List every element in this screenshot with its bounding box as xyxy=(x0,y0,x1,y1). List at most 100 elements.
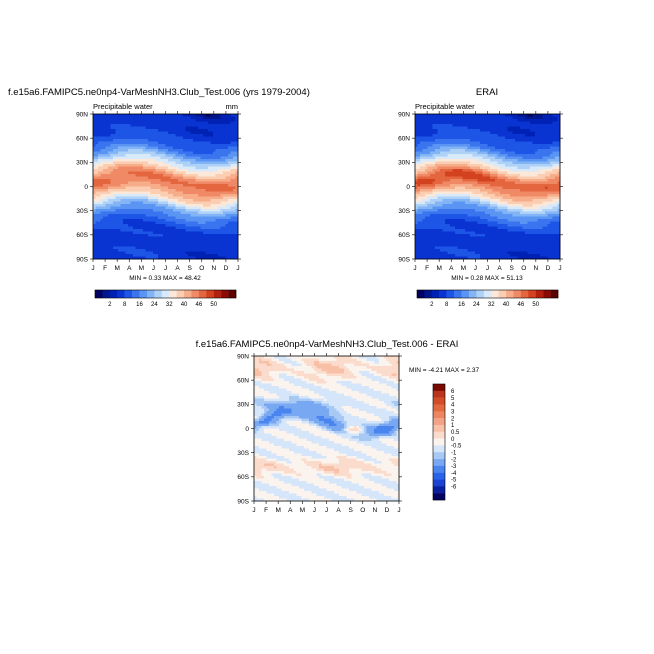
panel-model-colorbar: 2 8 16 24 32 40 46 50 xyxy=(94,289,237,308)
panel-difference-x-tick-label: F xyxy=(264,507,268,514)
panel-model-colorbar-swatch xyxy=(198,290,207,298)
panel-erai-colorbar-swatch xyxy=(520,290,529,298)
panel-erai-colorbar-swatch xyxy=(528,290,536,298)
panel-model-colorbar-label: 24 xyxy=(151,302,158,308)
panel-erai-y-tick-label: 60N xyxy=(398,135,410,142)
panel-erai-colorbar-label: 40 xyxy=(503,302,510,308)
panel-difference-colorbar-swatch xyxy=(433,418,445,426)
panel-model-x-tick-label: J xyxy=(91,265,94,272)
panel-erai-colorbar-swatch xyxy=(506,290,514,298)
panel-erai-colorbar-swatch xyxy=(431,290,440,298)
panel-model-colorbar-swatch xyxy=(176,290,185,298)
panel-model-x-tick-label: J xyxy=(152,265,155,272)
panel-difference-colorbar-label: 6 xyxy=(451,389,455,395)
panel-difference-colorbar-swatch xyxy=(433,445,445,453)
panel-difference-y-tick-label: 60S xyxy=(237,474,249,481)
panel-difference-y-tick-label: 0 xyxy=(245,426,249,433)
panel-model-x-tick-label: M xyxy=(139,265,144,272)
panel-difference-colorbar-label: 0 xyxy=(451,437,455,443)
panel-difference-colorbar-label: 4 xyxy=(451,403,455,409)
panel-model-colorbar-swatch xyxy=(191,290,200,298)
panel-difference-colorbar-swatch xyxy=(433,384,445,392)
panel-difference-colorbar-label: 0.5 xyxy=(451,430,460,436)
panel-erai-colorbar-swatch xyxy=(461,290,470,298)
panel-difference-colorbar-label: -1 xyxy=(451,450,457,456)
panel-erai-colorbar-label: 32 xyxy=(488,302,495,308)
panel-model-x-tick-label: S xyxy=(187,265,192,272)
panel-model-colorbar-swatch xyxy=(228,290,237,298)
panel-erai-x-tick-label: M xyxy=(461,265,466,272)
panel-model-x-tick-label: O xyxy=(199,265,204,272)
panel-difference-colorbar-label: 5 xyxy=(451,396,455,402)
panel-difference-colorbar-swatch xyxy=(433,472,445,480)
panel-erai-colorbar-label: 8 xyxy=(445,302,449,308)
panel-model-colorbar-swatch xyxy=(124,290,133,298)
panel-erai-field xyxy=(415,114,561,260)
panel-model-x-tick-label: N xyxy=(211,265,216,272)
panel-erai-x-tick-label: F xyxy=(425,265,429,272)
panel-model-colorbar-label: 16 xyxy=(136,302,143,308)
panel-erai-colorbar-swatch xyxy=(550,290,559,298)
panel-model-colorbar-label: 8 xyxy=(123,302,127,308)
panel-model-colorbar-label: 32 xyxy=(166,302,173,308)
panel-difference-colorbar-swatch xyxy=(433,411,445,419)
panel-erai-colorbar-label: 50 xyxy=(532,302,539,308)
panel-erai-colorbar-label: 46 xyxy=(518,302,525,308)
panel-difference-x-tick-label: J xyxy=(325,507,328,514)
panel-difference-x-tick-label: J xyxy=(252,507,255,514)
panel-model-x-tick-label: J xyxy=(236,265,239,272)
panel-difference-colorbar-label: -3 xyxy=(451,464,457,470)
panel-erai-x-tick-label: D xyxy=(546,265,551,272)
panel-erai-x-tick-label: J xyxy=(413,265,416,272)
panel-difference-y-tick-label: 90S xyxy=(237,498,249,505)
panel-erai-x-tick-label: S xyxy=(509,265,514,272)
panel-erai-colorbar-swatch xyxy=(491,290,499,298)
panel-erai-x-tick-label: J xyxy=(486,265,489,272)
panel-difference-x-tick-label: J xyxy=(313,507,316,514)
panel-erai-colorbar-swatch xyxy=(417,290,425,298)
panel-difference-x-tick-label: A xyxy=(336,507,341,514)
panel-erai-x-tick-label: O xyxy=(521,265,526,272)
panel-model-y-tick-label: 60N xyxy=(76,135,88,142)
panel-erai-x-tick-label: A xyxy=(497,265,502,272)
panel-model-colorbar-swatch xyxy=(213,290,222,298)
panel-difference-colorbar-label: -6 xyxy=(451,485,457,491)
panel-model-units: mm xyxy=(226,102,239,111)
panel-model-y-tick-label: 30N xyxy=(76,160,88,167)
panel-difference-colorbar-swatch xyxy=(433,404,445,412)
panel-difference-colorbar-swatch xyxy=(433,452,445,460)
panel-erai-colorbar-swatch xyxy=(446,290,455,298)
panel-erai-stats: MIN = 0.28 MAX = 51.13 xyxy=(451,275,523,282)
panel-erai-y-tick-label: 0 xyxy=(406,184,410,191)
panel-model-colorbar-swatch xyxy=(161,290,170,298)
panel-difference-colorbar-label: -0.5 xyxy=(451,444,462,450)
panel-erai-colorbar-swatch xyxy=(439,290,447,298)
panel-model-colorbar-label: 2 xyxy=(108,302,112,308)
panel-erai-y-tick-label: 30S xyxy=(398,208,410,215)
panel-difference-colorbar-swatch xyxy=(433,397,445,405)
panel-difference-y-tick-label: 60N xyxy=(237,377,249,384)
panel-difference-field xyxy=(254,356,400,502)
panel-erai-colorbar-swatch xyxy=(454,290,462,298)
panel-model-x-tick-label: D xyxy=(224,265,229,272)
panel-erai-x-tick-label: A xyxy=(449,265,454,272)
panel-model-x-tick-label: F xyxy=(103,265,107,272)
panel-erai-y-tick-label: 60S xyxy=(398,232,410,239)
panel-difference: f.e15a6.FAMIPC5.ne0np4-VarMeshNH3.Club_T… xyxy=(196,339,480,514)
panel-erai: ERAI Precipitable water J F M A M J J A S O N D J90N… xyxy=(398,87,563,308)
panel-model-x-tick-label: M xyxy=(114,265,119,272)
panel-difference-colorbar-label: -2 xyxy=(451,457,457,463)
panel-model-colorbar-swatch xyxy=(206,290,214,298)
panel-model-colorbar-swatch xyxy=(132,290,140,298)
panel-difference-colorbar-swatch xyxy=(433,479,445,487)
panel-model-colorbar-swatch xyxy=(102,290,111,298)
panel-model-y-tick-label: 0 xyxy=(84,184,88,191)
panel-model-field xyxy=(93,114,239,260)
panel-difference-x-tick-label: N xyxy=(372,507,377,514)
panel-difference-x-tick-label: S xyxy=(348,507,353,514)
panel-erai-colorbar-swatch xyxy=(483,290,492,298)
panel-erai-x-tick-label: N xyxy=(533,265,538,272)
panel-difference-colorbar-label: 3 xyxy=(451,409,455,415)
panel-model-x-tick-label: A xyxy=(127,265,132,272)
panel-model-colorbar-swatch xyxy=(154,290,162,298)
